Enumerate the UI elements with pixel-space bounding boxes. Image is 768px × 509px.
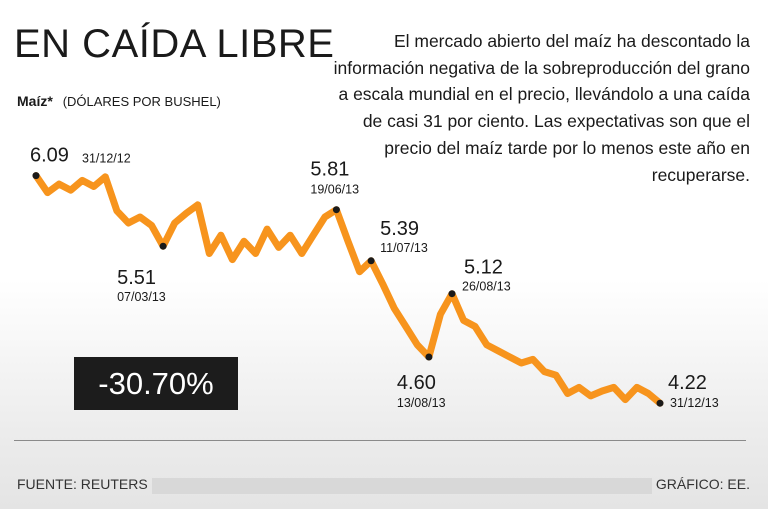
footer-bar [152, 478, 652, 494]
annotation-point-5 [448, 290, 456, 298]
annotation-value-5: 5.12 [464, 257, 503, 279]
annotation-point-0 [32, 172, 40, 180]
annotation-date-6: 31/12/13 [670, 396, 719, 410]
credit-label: GRÁFICO: EE. [655, 476, 750, 492]
annotation-date-4: 13/08/13 [397, 396, 446, 410]
annotation-value-1: 5.51 [117, 267, 156, 289]
annotation-date-1: 07/03/13 [117, 290, 166, 304]
annotation-date-0: 31/12/12 [82, 152, 131, 166]
annotation-value-2: 5.81 [310, 159, 349, 181]
source-label: FUENTE: REUTERS [17, 476, 148, 492]
footer-divider [14, 440, 746, 441]
unit-label: (DÓLARES POR BUSHEL) [62, 94, 221, 109]
annotation-point-4 [425, 353, 433, 361]
annotation-point-2 [332, 206, 340, 214]
annotation-value-4: 4.60 [397, 372, 436, 394]
change-badge: -30.70% [74, 357, 238, 410]
annotation-point-6 [656, 399, 664, 407]
series-line [32, 172, 664, 407]
description-text: El mercado abierto del maíz ha descontad… [333, 31, 750, 185]
annotation-value-3: 5.39 [380, 218, 419, 240]
annotation-point-3 [367, 257, 375, 265]
annotation-value-6: 4.22 [668, 372, 707, 394]
annotation-value-0: 6.09 [30, 145, 69, 167]
chart-title: EN CAÍDA LIBRE [14, 22, 335, 66]
chart-subtitle: Maíz* (DÓLARES POR BUSHEL) [17, 93, 221, 109]
annotation-point-1 [159, 242, 167, 250]
annotation-date-2: 19/06/13 [310, 183, 359, 197]
annotation-date-5: 26/08/13 [462, 280, 511, 294]
commodity-label: Maíz* [17, 93, 53, 109]
annotation-date-3: 11/07/13 [380, 241, 428, 255]
